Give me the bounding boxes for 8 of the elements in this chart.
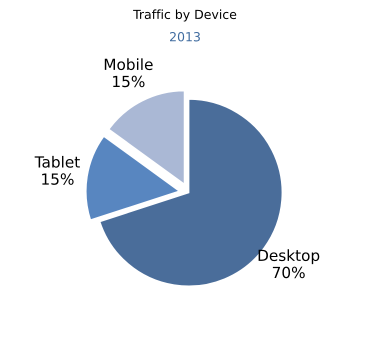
slice-label: Mobile — [104, 58, 153, 70]
slice-label: Tablet — [34, 156, 80, 168]
slice-label: Desktop — [258, 249, 320, 264]
data-label: 15% — [113, 76, 145, 88]
chart-subtitle: 2013 — [170, 32, 200, 42]
data-label: 15% — [42, 173, 74, 185]
chart-title: Traffic by Device — [133, 9, 236, 22]
data-label: 70% — [272, 266, 305, 278]
